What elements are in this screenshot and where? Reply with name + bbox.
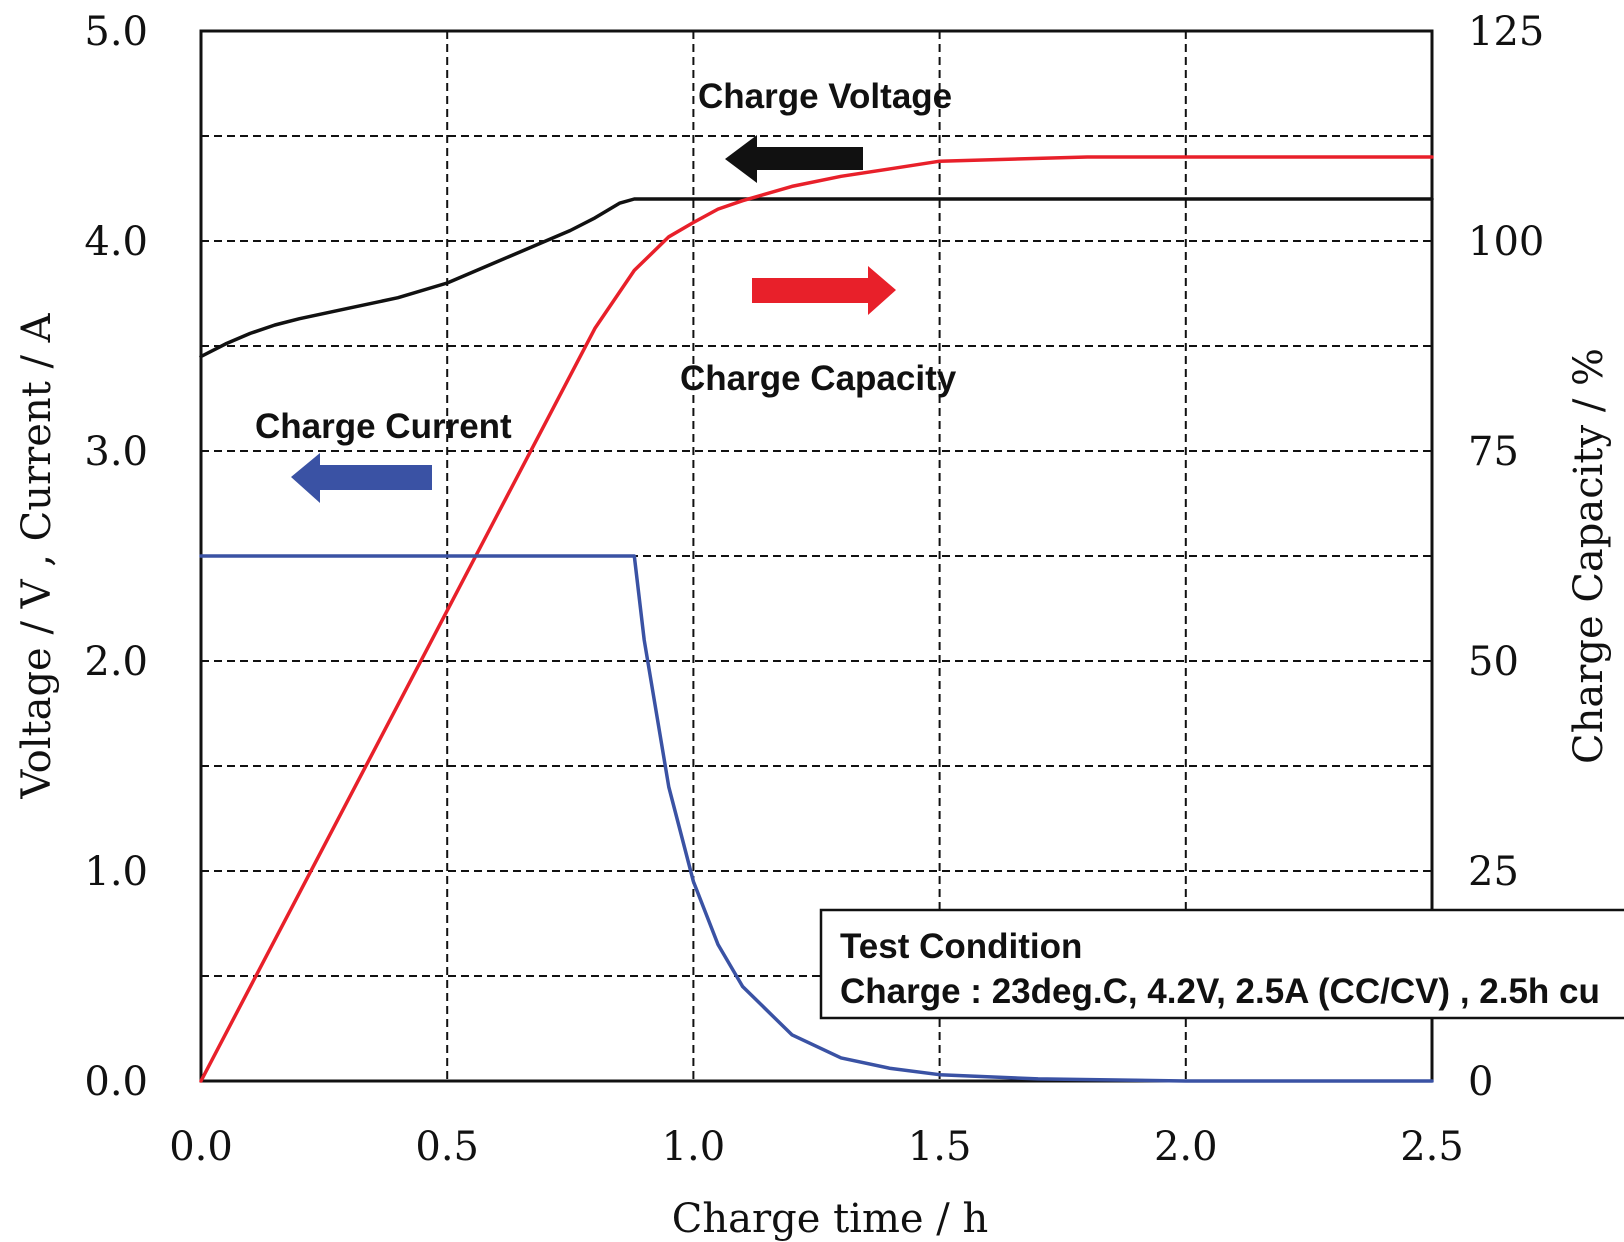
x-axis-title: Charge time / h (672, 1196, 988, 1242)
tick-labels: 0.0 0.5 1.0 1.5 2.0 2.5 0.0 1.0 2.0 3.0 4.0 5.0 0 25 5… (84, 9, 1544, 1170)
test-condition-box: Test Condition Charge : 23deg.C, 4.2V, 2… (819, 908, 1624, 1020)
x-tick-label: 1.0 (662, 1124, 726, 1170)
charge-voltage-arrow (725, 135, 863, 183)
y-right-tick-label: 75 (1468, 429, 1519, 475)
charge-current-label: Charge Current (255, 407, 512, 446)
x-tick-label: 2.0 (1154, 1124, 1218, 1170)
series-layer (199, 155, 1434, 1083)
y-right-tick-label: 100 (1468, 219, 1544, 265)
test-condition-detail: Charge : 23deg.C, 4.2V, 2.5A (CC/CV) , 2… (840, 972, 1600, 1011)
test-condition-title: Test Condition (840, 927, 1082, 966)
x-tick-label: 0.0 (169, 1124, 233, 1170)
x-tick-label: 2.5 (1400, 1124, 1464, 1170)
y-axis-left-title: Voltage / V , Current / A (14, 312, 60, 799)
y-left-tick-label: 4.0 (84, 219, 148, 265)
y-right-tick-label: 0 (1468, 1059, 1493, 1105)
grid (201, 31, 1432, 1081)
charge-current-arrow (291, 453, 432, 503)
x-tick-label: 1.5 (908, 1124, 972, 1170)
charge-voltage-line (199, 197, 1434, 359)
y-left-tick-label: 5.0 (84, 9, 148, 55)
y-left-tick-label: 0.0 (84, 1059, 148, 1105)
charge-voltage-label: Charge Voltage (698, 77, 952, 116)
y-right-tick-label: 25 (1468, 849, 1519, 895)
y-left-tick-label: 2.0 (84, 639, 148, 685)
charge-capacity-label: Charge Capacity (680, 359, 957, 398)
y-right-tick-label: 50 (1468, 639, 1519, 685)
y-left-tick-label: 1.0 (84, 849, 148, 895)
y-left-tick-label: 3.0 (84, 429, 148, 475)
charge-current-line (199, 554, 1434, 1083)
charge-capacity-arrow (752, 266, 896, 315)
x-tick-label: 0.5 (415, 1124, 479, 1170)
charge-capacity-line (199, 155, 1434, 1083)
y-axis-right-title: Charge Capacity / % (1566, 348, 1612, 764)
y-right-tick-label: 125 (1468, 9, 1544, 55)
